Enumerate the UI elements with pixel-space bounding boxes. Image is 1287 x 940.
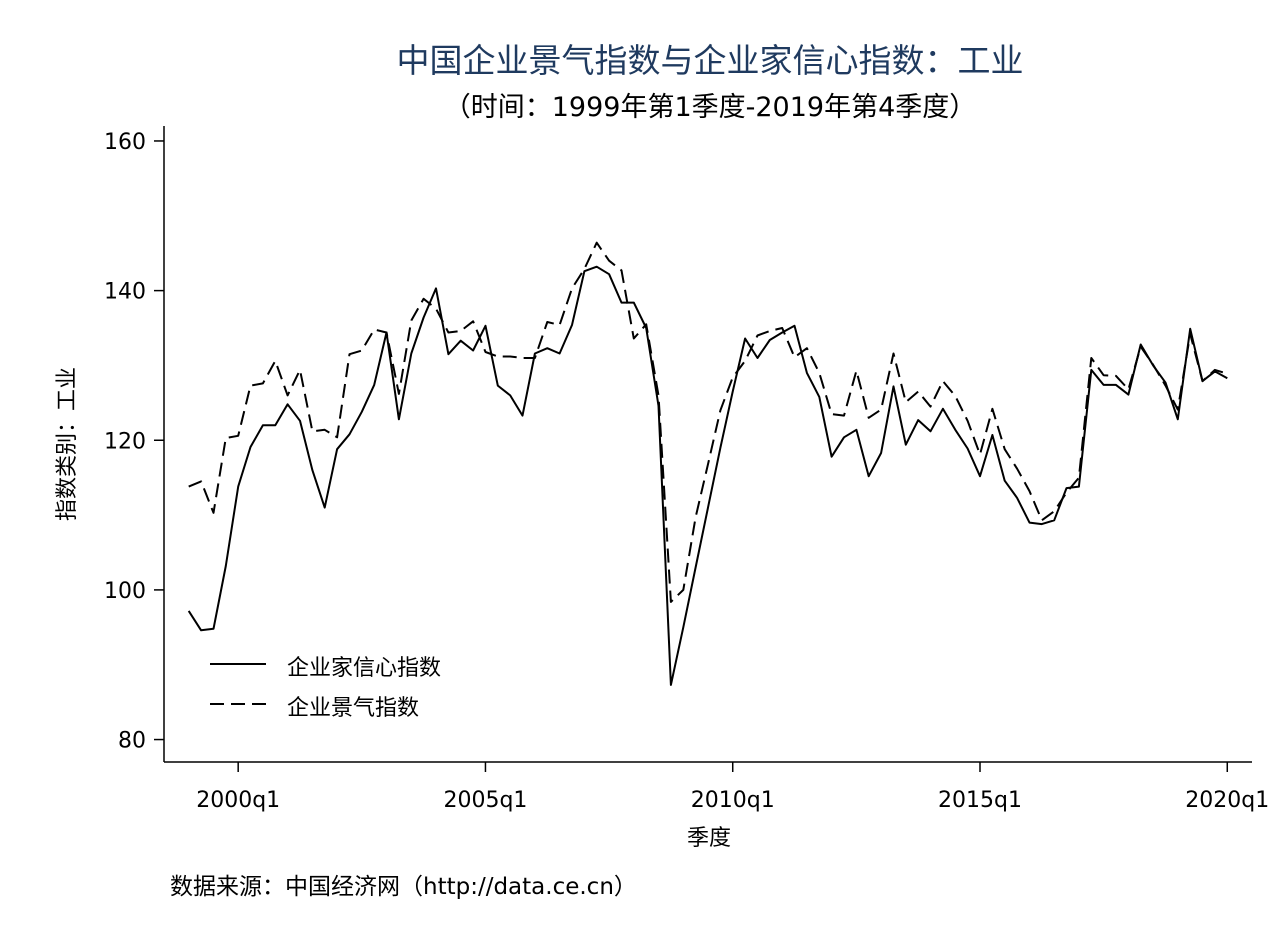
legend-label-confidence: 企业家信心指数 xyxy=(287,656,441,681)
y-axis-ticks: 80 100 120 140 160 xyxy=(104,130,164,754)
x-tick-label: 2005q1 xyxy=(443,788,527,813)
x-axis-label: 季度 xyxy=(687,826,731,851)
y-tick-label: 100 xyxy=(104,579,146,604)
series-layer xyxy=(187,241,1228,686)
x-tick-label: 2020q1 xyxy=(1185,788,1269,813)
y-tick-label: 140 xyxy=(104,280,146,305)
y-axis-label: 指数类别：工业 xyxy=(55,367,80,521)
x-tick-label: 2000q1 xyxy=(196,788,280,813)
y-tick-label: 120 xyxy=(104,429,146,454)
chart-title: 中国企业景气指数与企业家信心指数：工业 xyxy=(397,41,1024,80)
legend-label-business-climate: 企业景气指数 xyxy=(287,696,419,721)
source-note: 数据来源：中国经济网（http://data.ce.cn） xyxy=(170,874,637,900)
x-tick-label: 2015q1 xyxy=(938,788,1022,813)
series-line-business-climate-index xyxy=(188,241,1228,603)
y-tick-label: 160 xyxy=(104,130,146,155)
x-axis-ticks: 2000q1 2005q1 2010q1 2015q1 2020q1 xyxy=(196,762,1269,813)
x-tick-label: 2010q1 xyxy=(691,788,775,813)
series-line-confidence-index xyxy=(187,265,1228,686)
legend: 企业家信心指数 企业景气指数 xyxy=(210,656,441,721)
chart-subtitle: （时间：1999年第1季度-2019年第4季度） xyxy=(444,92,977,123)
y-tick-label: 80 xyxy=(118,729,146,754)
